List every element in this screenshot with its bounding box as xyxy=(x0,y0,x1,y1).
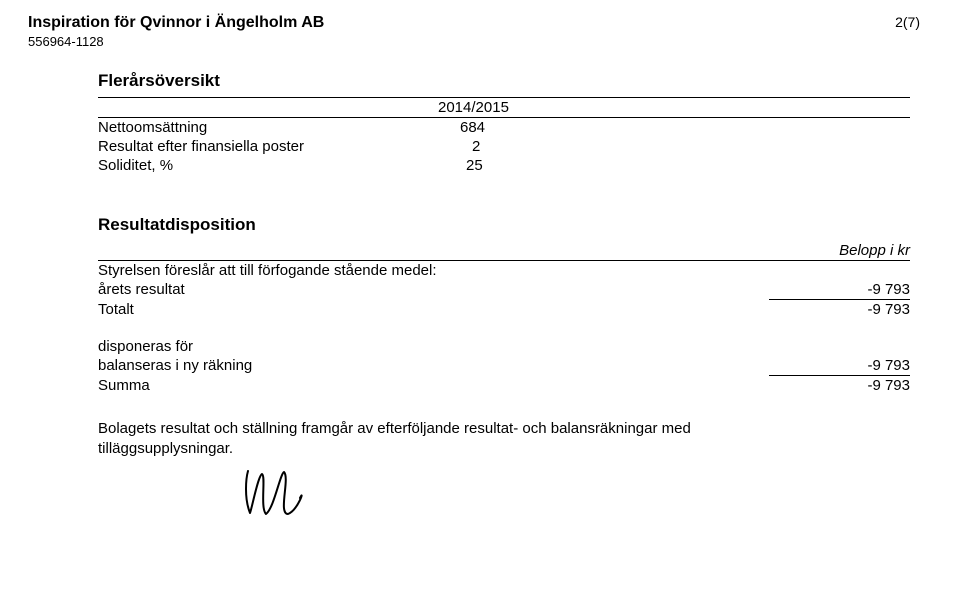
table-row: Nettoomsättning 684 xyxy=(98,118,910,138)
overview-label: Resultat efter finansiella poster xyxy=(98,138,472,155)
belopp-label: Belopp i kr xyxy=(769,241,910,261)
summa-label: Summa xyxy=(98,376,769,396)
footer-line-2: tilläggsupplysningar. xyxy=(98,440,233,457)
overview-year-row: 2014/2015 xyxy=(98,98,910,118)
content-area: Flerårsöversikt 2014/2015 Nettoomsättnin… xyxy=(28,71,920,518)
overview-table: 2014/2015 Nettoomsättning 684 Resultat e… xyxy=(98,97,910,175)
table-row: Resultat efter finansiella poster 2 xyxy=(98,137,910,156)
totalt-label: Totalt xyxy=(98,300,769,320)
disposition-table: Belopp i kr Styrelsen föreslår att till … xyxy=(98,241,910,395)
org-number: 556964-1128 xyxy=(28,34,324,49)
balanseras-label: balanseras i ny räkning xyxy=(98,356,769,376)
overview-value: 25 xyxy=(466,157,483,174)
signature xyxy=(240,468,910,518)
overview-year: 2014/2015 xyxy=(98,98,910,118)
disposition-section: Resultatdisposition Belopp i kr Styrelse… xyxy=(98,215,910,395)
totalt-value: -9 793 xyxy=(769,300,910,320)
table-row: balanseras i ny räkning -9 793 xyxy=(98,356,910,376)
overview-label: Soliditet, % xyxy=(98,157,466,174)
belopp-header-row: Belopp i kr xyxy=(98,241,910,261)
company-block: Inspiration för Qvinnor i Ängelholm AB 5… xyxy=(28,14,324,49)
page-number: 2(7) xyxy=(895,14,920,30)
arets-label: årets resultat xyxy=(98,280,769,300)
signature-icon xyxy=(240,468,310,518)
table-row: disponeras för xyxy=(98,337,910,356)
table-row: Totalt -9 793 xyxy=(98,300,910,320)
overview-value: 2 xyxy=(472,138,480,155)
table-row: Soliditet, % 25 xyxy=(98,156,910,175)
disponeras-label: disponeras för xyxy=(98,337,769,356)
spacer-row xyxy=(98,319,910,337)
overview-label: Nettoomsättning xyxy=(98,119,460,136)
table-row: Styrelsen föreslår att till förfogande s… xyxy=(98,261,910,281)
document-header: Inspiration för Qvinnor i Ängelholm AB 5… xyxy=(28,14,920,49)
footer-line-1: Bolagets resultat och ställning framgår … xyxy=(98,420,691,437)
overview-title: Flerårsöversikt xyxy=(98,71,910,91)
footer-paragraph: Bolagets resultat och ställning framgår … xyxy=(98,419,910,460)
arets-value: -9 793 xyxy=(769,280,910,300)
table-row: årets resultat -9 793 xyxy=(98,280,910,300)
overview-value: 684 xyxy=(460,119,485,136)
company-name: Inspiration för Qvinnor i Ängelholm AB xyxy=(28,14,324,32)
balanseras-value: -9 793 xyxy=(769,356,910,376)
table-row: Summa -9 793 xyxy=(98,376,910,396)
disposition-line: Styrelsen föreslår att till förfogande s… xyxy=(98,261,769,281)
summa-value: -9 793 xyxy=(769,376,910,396)
disposition-title: Resultatdisposition xyxy=(98,215,910,235)
